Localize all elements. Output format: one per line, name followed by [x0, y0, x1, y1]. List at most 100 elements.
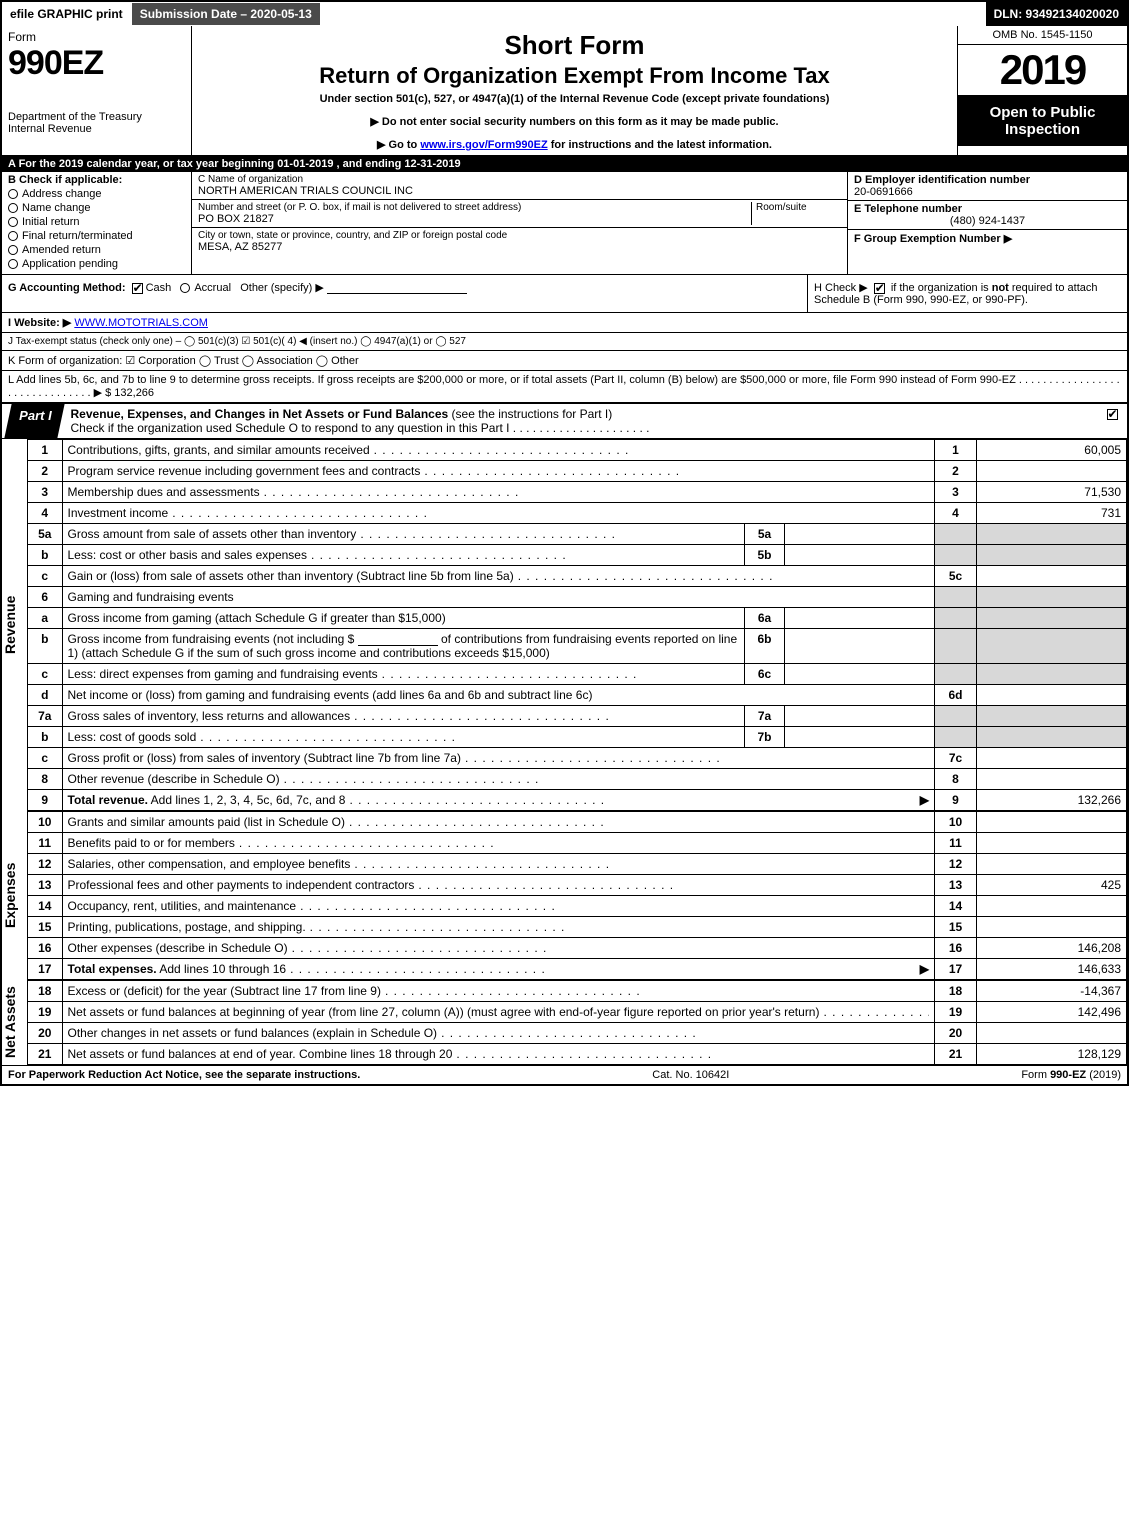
expenses-section: Expenses 10Grants and similar amounts pa…: [2, 811, 1127, 980]
net-assets-table: 18Excess or (deficit) for the year (Subt…: [28, 980, 1127, 1065]
line-14: 14Occupancy, rent, utilities, and mainte…: [28, 896, 1127, 917]
ein-label: D Employer identification number: [854, 174, 1030, 186]
ssn-warning: ▶ Do not enter social security numbers o…: [198, 115, 951, 128]
opt-amended-return[interactable]: Amended return: [8, 244, 185, 256]
part1-bar: Part I Revenue, Expenses, and Changes in…: [2, 403, 1127, 439]
box-g: G Accounting Method: Cash Accrual Other …: [2, 275, 807, 312]
website-link[interactable]: WWW.MOTOTRIALS.COM: [74, 317, 208, 329]
line-16: 16Other expenses (describe in Schedule O…: [28, 938, 1127, 959]
g-accrual: Accrual: [194, 282, 231, 294]
opt-final-return[interactable]: Final return/terminated: [8, 230, 185, 242]
dln: DLN: 93492134020020: [986, 2, 1127, 26]
line-6c: c Less: direct expenses from gaming and …: [28, 664, 1127, 685]
revenue-section: Revenue 1 Contributions, gifts, grants, …: [2, 439, 1127, 811]
part1-check-line: Check if the organization used Schedule …: [71, 421, 650, 435]
line-5a: 5a Gross amount from sale of assets othe…: [28, 524, 1127, 545]
h-text1: H Check ▶: [814, 282, 871, 294]
line-4: 4 Investment income 4731: [28, 503, 1127, 524]
part1-title-bold: Revenue, Expenses, and Changes in Net As…: [71, 407, 449, 421]
topbar: efile GRAPHIC print Submission Date – 20…: [2, 2, 1127, 26]
box-c: C Name of organization NORTH AMERICAN TR…: [192, 172, 847, 274]
short-form-label: Short Form: [198, 30, 951, 61]
city-label: City or town, state or province, country…: [198, 230, 841, 241]
footer-left: For Paperwork Reduction Act Notice, see …: [8, 1069, 360, 1081]
line-2: 2 Program service revenue including gove…: [28, 461, 1127, 482]
form-title-block: Short Form Return of Organization Exempt…: [192, 26, 957, 155]
l-text: L Add lines 5b, 6c, and 7b to line 9 to …: [8, 374, 1120, 399]
line-11: 11Benefits paid to or for members11: [28, 833, 1127, 854]
line-j: J Tax-exempt status (check only one) – ◯…: [2, 333, 1127, 351]
line-6a: a Gross income from gaming (attach Sched…: [28, 608, 1127, 629]
box-h: H Check ▶ if the organization is not req…: [807, 275, 1127, 312]
form-title: Return of Organization Exempt From Incom…: [198, 63, 951, 89]
line-7a: 7a Gross sales of inventory, less return…: [28, 706, 1127, 727]
room-label: Room/suite: [756, 202, 841, 213]
line-19: 19Net assets or fund balances at beginni…: [28, 1002, 1127, 1023]
line-18: 18Excess or (deficit) for the year (Subt…: [28, 981, 1127, 1002]
g-other: Other (specify) ▶: [240, 282, 324, 294]
opt-initial-return[interactable]: Initial return: [8, 216, 185, 228]
box-e: E Telephone number (480) 924-1437: [848, 201, 1127, 230]
efile-print[interactable]: efile GRAPHIC print: [2, 2, 131, 26]
checkbox-cash[interactable]: [132, 283, 143, 294]
line-15: 15Printing, publications, postage, and s…: [28, 917, 1127, 938]
line-12: 12Salaries, other compensation, and empl…: [28, 854, 1127, 875]
goto-line: ▶ Go to www.irs.gov/Form990EZ for instru…: [198, 138, 951, 151]
opt-application-pending[interactable]: Application pending: [8, 258, 185, 270]
part1-title: Revenue, Expenses, and Changes in Net As…: [67, 404, 1097, 438]
g-other-input[interactable]: [327, 282, 467, 294]
line-3: 3 Membership dues and assessments 371,53…: [28, 482, 1127, 503]
footer-right: Form 990-EZ (2019): [1021, 1069, 1121, 1081]
dept-line: Department of the Treasury: [8, 111, 185, 123]
line-21: 21Net assets or fund balances at end of …: [28, 1044, 1127, 1065]
net-assets-side-label: Net Assets: [2, 980, 28, 1065]
form-page: efile GRAPHIC print Submission Date – 20…: [0, 0, 1129, 1086]
header-right: OMB No. 1545-1150 2019 Open to Public In…: [957, 26, 1127, 155]
addr-value: PO BOX 21827: [198, 213, 751, 225]
line-a: A For the 2019 calendar year, or tax yea…: [2, 156, 1127, 172]
page-footer: For Paperwork Reduction Act Notice, see …: [2, 1065, 1127, 1084]
radio-icon: [8, 189, 18, 199]
identity-block: B Check if applicable: Address change Na…: [2, 172, 1127, 275]
line-i: I Website: ▶ WWW.MOTOTRIALS.COM: [2, 313, 1127, 333]
net-assets-section: Net Assets 18Excess or (deficit) for the…: [2, 980, 1127, 1065]
line-7c: c Gross profit or (loss) from sales of i…: [28, 748, 1127, 769]
form-word: Form: [8, 30, 185, 44]
line-8: 8 Other revenue (describe in Schedule O)…: [28, 769, 1127, 790]
org-name-cell: C Name of organization NORTH AMERICAN TR…: [192, 172, 847, 200]
radio-icon: [8, 203, 18, 213]
revenue-table: 1 Contributions, gifts, grants, and simi…: [28, 439, 1127, 811]
org-name: NORTH AMERICAN TRIALS COUNCIL INC: [198, 185, 841, 197]
opt-address-change[interactable]: Address change: [8, 188, 185, 200]
goto-link[interactable]: www.irs.gov/Form990EZ: [420, 139, 547, 151]
line-7b: b Less: cost of goods sold 7b: [28, 727, 1127, 748]
radio-accrual[interactable]: [180, 283, 190, 293]
g-h-row: G Accounting Method: Cash Accrual Other …: [2, 275, 1127, 313]
line-k: K Form of organization: ☑ Corporation ◯ …: [2, 351, 1127, 371]
line-6: 6 Gaming and fundraising events: [28, 587, 1127, 608]
revenue-side-label: Revenue: [2, 439, 28, 811]
radio-icon: [8, 231, 18, 241]
l-value: 132,266: [114, 387, 154, 399]
addr-label: Number and street (or P. O. box, if mail…: [198, 202, 751, 213]
checkbox-h[interactable]: [874, 283, 885, 294]
phone-value: (480) 924-1437: [854, 215, 1121, 227]
radio-icon: [8, 259, 18, 269]
part1-title-rest: (see the instructions for Part I): [448, 407, 612, 421]
part1-tag: Part I: [4, 404, 64, 438]
goto-suffix: for instructions and the latest informat…: [548, 139, 772, 151]
expenses-side-label: Expenses: [2, 811, 28, 980]
line-9: 9 Total revenue. Add lines 1, 2, 3, 4, 5…: [28, 790, 1127, 811]
group-exempt-label: F Group Exemption Number ▶: [854, 233, 1012, 245]
line-10: 10Grants and similar amounts paid (list …: [28, 812, 1127, 833]
line-1: 1 Contributions, gifts, grants, and simi…: [28, 440, 1127, 461]
form-subtitle: Under section 501(c), 527, or 4947(a)(1)…: [198, 93, 951, 105]
part1-checkbox[interactable]: [1107, 409, 1118, 420]
phone-label: E Telephone number: [854, 203, 962, 215]
opt-name-change[interactable]: Name change: [8, 202, 185, 214]
form-id-block: Form 990EZ Department of the Treasury In…: [2, 26, 192, 155]
radio-icon: [8, 217, 18, 227]
box-b: B Check if applicable: Address change Na…: [2, 172, 192, 274]
expenses-table: 10Grants and similar amounts paid (list …: [28, 811, 1127, 980]
goto-prefix: ▶ Go to: [377, 139, 420, 151]
